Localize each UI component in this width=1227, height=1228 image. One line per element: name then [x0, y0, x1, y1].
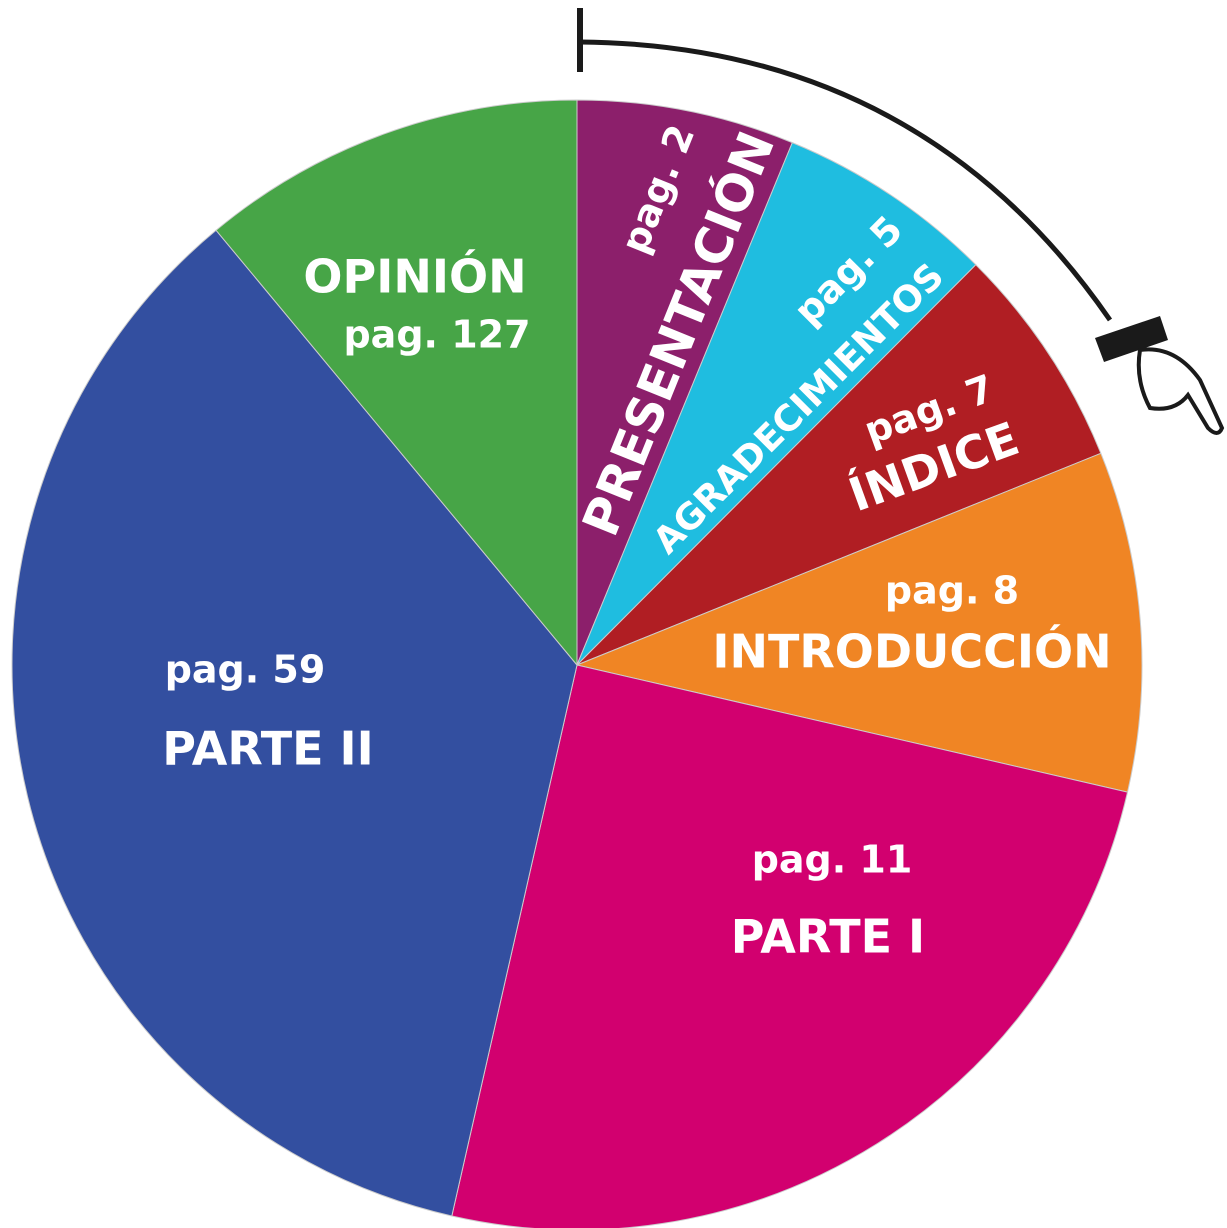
page-label: pag. 59 — [165, 648, 326, 692]
section-title: INTRODUCCIÓN — [712, 625, 1111, 679]
slice — [576, 264, 1102, 666]
page-label: pag. 11 — [752, 838, 913, 882]
page-label: pag. 8 — [885, 569, 1019, 613]
section-title: PARTE I — [731, 910, 925, 964]
slice — [451, 664, 1129, 1228]
slice — [215, 99, 578, 667]
pointer-arc — [579, 39, 1113, 322]
pointing-hand — [1095, 316, 1225, 435]
slice — [575, 452, 1143, 793]
slice — [11, 229, 578, 1217]
slice — [576, 99, 793, 666]
page-label: pag. 127 — [343, 313, 530, 357]
slice — [576, 141, 977, 666]
section-title: OPINIÓN — [303, 250, 526, 304]
section-title: PARTE II — [162, 722, 374, 776]
slices — [11, 99, 1143, 1228]
